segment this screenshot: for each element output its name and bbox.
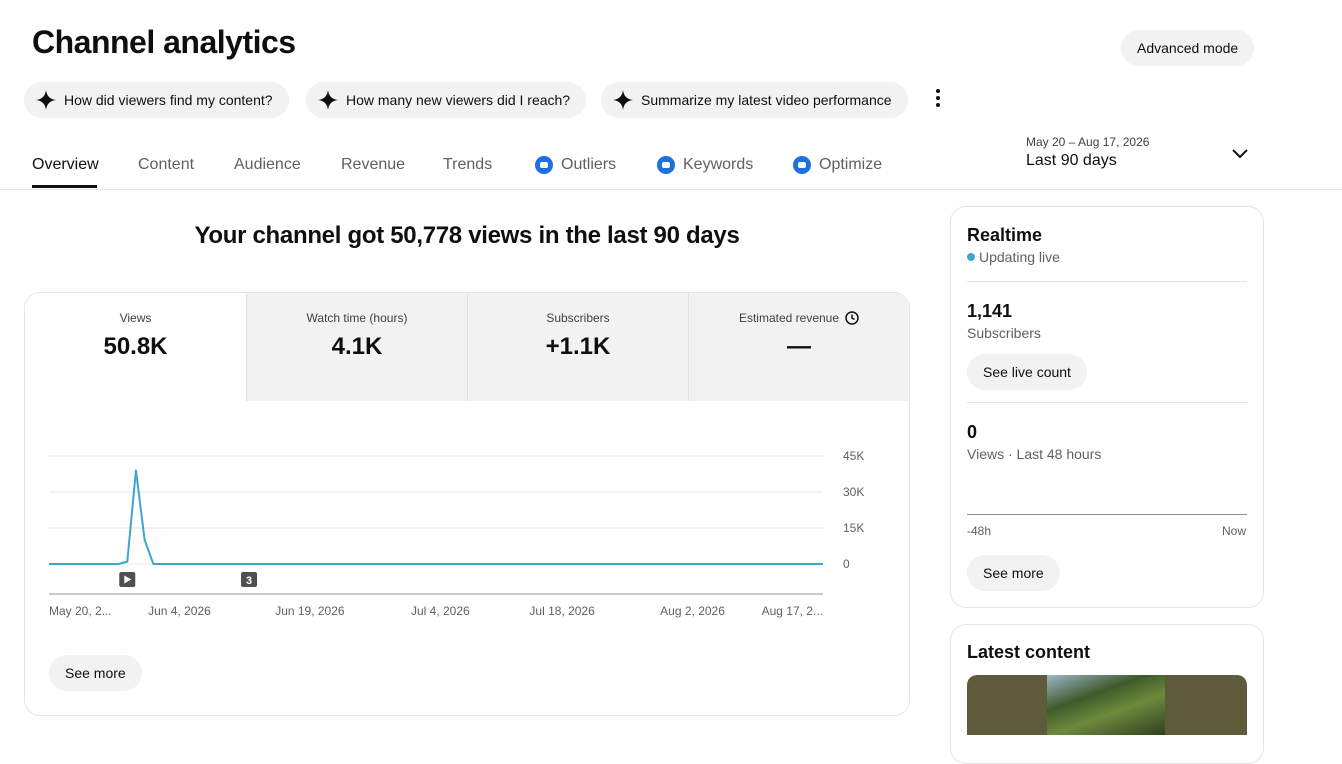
suggestion-chip[interactable]: Summarize my latest video performance — [601, 82, 908, 118]
more-menu[interactable] — [928, 88, 948, 108]
annotation-label: 3 — [246, 575, 252, 587]
y-tick-label: 15K — [843, 521, 864, 535]
tab[interactable]: Content — [138, 156, 195, 173]
x-tick-label: Jul 4, 2026 — [411, 604, 470, 618]
x-tick-label: Jun 19, 2026 — [275, 604, 345, 618]
see-more-button[interactable]: See more — [967, 555, 1060, 591]
realtime-title: Realtime — [967, 225, 1043, 245]
y-tick-label: 45K — [843, 449, 864, 463]
chart-annotation: 3 — [241, 572, 258, 587]
x-tick-label: May 20, 2... — [49, 604, 112, 618]
suggestion-chip[interactable]: How many new viewers did I reach? — [306, 82, 587, 118]
views-chart: 0 15K 30K 45K May 20, 2... Jun 4, 2026 Jun 19,… — [49, 449, 864, 618]
suggestion-text: Summarize my latest video performance — [641, 92, 892, 108]
tab-indicator — [32, 185, 97, 188]
sparkle-icon — [613, 90, 633, 110]
live-dot — [967, 253, 975, 261]
views-label: Views · Last 48 hours — [967, 446, 1102, 462]
metrics-card — [24, 292, 910, 716]
tab[interactable]: Trends — [443, 156, 493, 173]
page: Channel analytics Advanced mode How did … — [0, 24, 1342, 764]
views-count: 0 — [967, 422, 978, 442]
x-tick-label: Jun 4, 2026 — [148, 604, 211, 618]
date-range: May 20 – Aug 17, 2026 — [1026, 135, 1150, 149]
realtime-status: Updating live — [967, 249, 1060, 265]
x-tick-label: Aug 17, 2... — [762, 604, 823, 618]
metric-value: 4.1K — [331, 333, 383, 360]
metric-value: +1.1K — [545, 333, 611, 360]
summary-heading: Your channel got 50,778 views in the las… — [194, 222, 740, 249]
tab-icon — [535, 156, 553, 174]
metric-label: Subscribers — [546, 311, 610, 325]
realtime-card — [950, 206, 1264, 608]
y-tick-label: 30K — [843, 485, 864, 499]
metric-value: — — [787, 333, 811, 360]
divider — [967, 402, 1247, 403]
metric-tab[interactable]: Estimated revenue — — [688, 293, 909, 401]
suggestion-chip[interactable]: How did viewers find my content? — [24, 82, 289, 118]
tab-label: Keywords — [683, 156, 754, 173]
x-tick-label: Aug 2, 2026 — [660, 604, 725, 618]
date-range-label[interactable]: Last 90 days — [1026, 152, 1117, 169]
sparkle-icon — [36, 90, 56, 110]
divider — [0, 189, 1342, 190]
suggestion-text: How did viewers find my content? — [64, 92, 273, 108]
axis-label: -48h — [967, 524, 992, 538]
tab-label: Outliers — [561, 156, 617, 173]
realtime-axis — [967, 514, 1247, 515]
clock-icon — [845, 311, 859, 325]
tab[interactable]: Optimize — [793, 156, 882, 174]
dropdown-chevron[interactable] — [1230, 146, 1250, 162]
metric-value: 50.8K — [103, 333, 168, 360]
metric-label: Views — [119, 311, 152, 325]
axis-label: Now — [1222, 524, 1247, 538]
divider — [967, 281, 1247, 282]
tab-label: Optimize — [819, 156, 883, 173]
thumbnail-image — [1047, 675, 1165, 735]
tab-icon — [657, 156, 675, 174]
play-icon — [124, 575, 132, 584]
x-tick-label: Jul 18, 2026 — [529, 604, 595, 618]
video-thumbnail[interactable] — [967, 675, 1247, 735]
views-line — [49, 469, 823, 565]
subscriber-label: Subscribers — [967, 325, 1041, 341]
annotation-box — [241, 572, 258, 587]
metric-label: Estimated revenue — [738, 311, 840, 325]
tab[interactable]: Keywords — [657, 156, 753, 174]
sparkle-icon — [318, 90, 338, 110]
tab[interactable]: Overview — [32, 156, 99, 173]
latest-content-title: Latest content — [967, 642, 1091, 662]
tab[interactable]: Outliers — [535, 156, 616, 174]
live-count-button[interactable]: See live count — [967, 354, 1087, 390]
advanced-mode-button[interactable]: Advanced mode — [1121, 30, 1255, 66]
suggestion-text: How many new viewers did I reach? — [346, 92, 571, 108]
metric-tab[interactable]: Views 50.8K — [25, 293, 246, 401]
chart-annotation — [119, 572, 136, 587]
metric-label: Watch time (hours) — [306, 311, 408, 325]
status-text: Updating live — [979, 249, 1060, 265]
tab-icon — [793, 156, 811, 174]
tab[interactable]: Audience — [234, 156, 301, 173]
tab[interactable]: Revenue — [341, 156, 406, 173]
subscriber-count: 1,141 — [967, 301, 1013, 321]
metric-tab[interactable]: Subscribers +1.1K — [467, 293, 688, 401]
page-title: Channel analytics — [32, 24, 296, 60]
y-tick-label: 0 — [843, 557, 850, 571]
see-more-button[interactable]: See more — [49, 655, 142, 691]
metric-tab[interactable]: Watch time (hours) 4.1K — [246, 293, 467, 401]
